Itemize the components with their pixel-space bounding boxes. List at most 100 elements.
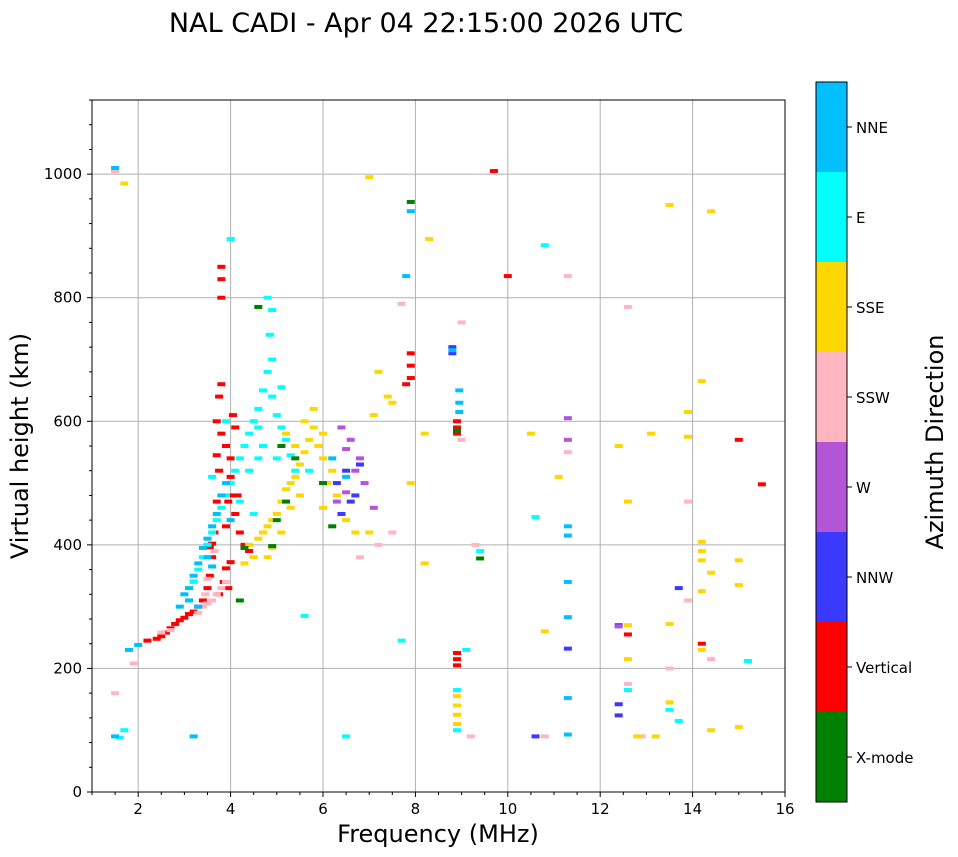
point-nne bbox=[134, 642, 143, 647]
point-ssw bbox=[540, 734, 549, 739]
y-tick-label: 0 bbox=[72, 783, 82, 801]
point-e bbox=[462, 647, 471, 652]
point-w bbox=[346, 437, 355, 442]
point-vertical bbox=[208, 555, 217, 560]
point-sse bbox=[319, 456, 327, 461]
point-e bbox=[208, 530, 217, 535]
point-ssw bbox=[374, 542, 383, 547]
point-w bbox=[342, 490, 351, 495]
point-sse bbox=[697, 379, 706, 384]
point-vertical bbox=[212, 453, 221, 458]
point-e bbox=[452, 688, 461, 693]
point-vertical bbox=[175, 618, 184, 623]
point-ssw bbox=[212, 592, 221, 597]
colorbar-tick-label: SSW bbox=[856, 389, 890, 407]
point-sse bbox=[314, 444, 323, 448]
point-sse bbox=[277, 499, 286, 504]
point-x-mode bbox=[254, 304, 263, 309]
point-nne bbox=[111, 734, 120, 739]
point-nne bbox=[175, 604, 184, 609]
point-x-mode bbox=[328, 524, 337, 529]
point-e bbox=[263, 369, 272, 374]
point-ssw bbox=[397, 301, 406, 306]
point-sse bbox=[420, 431, 429, 436]
point-sse bbox=[623, 499, 632, 504]
point-vertical bbox=[215, 394, 224, 399]
point-nnw bbox=[332, 481, 341, 486]
point-sse bbox=[383, 394, 392, 399]
y-tick-label: 800 bbox=[53, 289, 82, 307]
point-sse bbox=[319, 431, 327, 436]
point-nne bbox=[185, 598, 194, 603]
point-e bbox=[249, 511, 258, 516]
point-nne bbox=[185, 586, 194, 591]
colorbar-swatch-e bbox=[816, 172, 847, 262]
point-nnw bbox=[448, 351, 457, 356]
point-e bbox=[744, 659, 753, 664]
point-vertical bbox=[623, 632, 632, 637]
point-vertical bbox=[406, 376, 415, 381]
point-nne bbox=[328, 456, 337, 461]
point-nne bbox=[563, 615, 572, 620]
point-ssw bbox=[466, 734, 475, 739]
point-ssw bbox=[217, 586, 226, 591]
point-vertical bbox=[212, 419, 221, 424]
point-w bbox=[351, 468, 360, 473]
point-vertical bbox=[734, 437, 743, 442]
point-ssw bbox=[129, 661, 138, 666]
point-e bbox=[235, 499, 244, 504]
point-e bbox=[272, 413, 281, 418]
x-axis: 2 4 6 8 10 12 14 16 bbox=[91, 792, 795, 818]
point-x-mode bbox=[268, 544, 277, 549]
point-sse bbox=[452, 694, 461, 699]
point-vertical bbox=[452, 419, 461, 424]
point-nne bbox=[221, 481, 230, 486]
point-sse bbox=[272, 511, 281, 516]
point-vertical bbox=[171, 621, 180, 626]
point-sse bbox=[374, 369, 383, 374]
point-sse bbox=[351, 530, 360, 535]
point-sse bbox=[319, 505, 327, 510]
x-tick-label: 16 bbox=[775, 800, 794, 818]
point-sse bbox=[734, 558, 743, 563]
point-vertical bbox=[231, 425, 240, 430]
y-tick-label: 400 bbox=[53, 536, 82, 554]
point-x-mode bbox=[277, 444, 286, 448]
point-ssw bbox=[210, 549, 219, 554]
point-e bbox=[397, 638, 406, 643]
point-sse bbox=[526, 431, 535, 436]
point-ssw bbox=[221, 579, 230, 584]
point-sse bbox=[309, 406, 318, 411]
point-e bbox=[305, 468, 314, 473]
point-vertical bbox=[221, 524, 230, 529]
point-x-mode bbox=[319, 481, 327, 486]
point-vertical bbox=[233, 493, 242, 498]
point-sse bbox=[258, 530, 267, 535]
point-sse bbox=[697, 539, 706, 544]
point-sse bbox=[420, 561, 429, 566]
point-sse bbox=[697, 549, 706, 554]
point-nnw bbox=[351, 493, 360, 498]
point-nne bbox=[563, 533, 572, 538]
point-sse bbox=[342, 518, 351, 523]
point-sse bbox=[268, 518, 277, 523]
point-nnw bbox=[614, 702, 623, 707]
point-e bbox=[300, 613, 309, 618]
point-e bbox=[282, 437, 291, 442]
point-nne bbox=[563, 524, 572, 529]
point-sse bbox=[286, 505, 295, 510]
point-sse bbox=[697, 558, 706, 563]
point-sse bbox=[277, 530, 286, 535]
point-e bbox=[265, 332, 274, 337]
point-vertical bbox=[757, 482, 766, 487]
point-ssw bbox=[563, 450, 572, 455]
point-vertical bbox=[205, 545, 214, 550]
point-ssw bbox=[111, 691, 120, 696]
point-ssw bbox=[683, 499, 692, 504]
point-nne bbox=[212, 511, 221, 516]
point-e bbox=[674, 718, 683, 723]
point-sse bbox=[120, 181, 129, 186]
point-e bbox=[217, 505, 226, 510]
point-sse bbox=[406, 481, 415, 486]
point-sse bbox=[245, 542, 254, 547]
